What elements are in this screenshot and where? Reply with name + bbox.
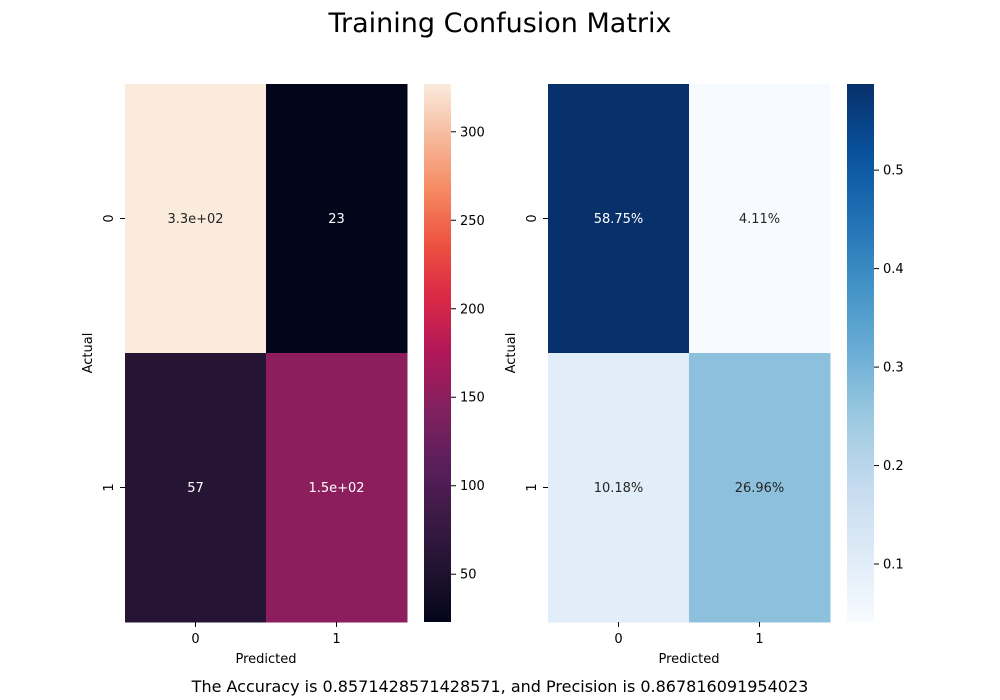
heatmap-cell [266,353,408,623]
colorbar-tick-label: 150 [460,391,485,406]
heatmap-cell [689,84,831,354]
x-axis-label: Predicted [658,652,719,667]
colorbar-tick-label: 100 [460,479,485,494]
heatmap-cell [125,84,267,354]
percent-heatmap-panel: 58.75% 4.11% 10.18% 26.96% 0 1 0 1 Predicted Actu… [504,84,904,667]
colorbar-tick-label: 200 [460,302,485,317]
x-tick-label: 1 [755,632,763,647]
cell-annotation: 23 [328,212,345,227]
colorbar-tick-label: 250 [460,214,485,229]
colorbar-tick-label: 300 [460,125,485,140]
x-tick-label: 1 [332,632,340,647]
x-axis-label: Predicted [235,652,296,667]
y-axis-label: Actual [504,333,519,374]
cell-annotation: 10.18% [594,481,644,496]
heatmap-cell [548,353,690,623]
x-tick-label: 0 [614,632,622,647]
cell-annotation: 58.75% [594,212,644,227]
colorbar-tick-label: 0.5 [883,164,904,179]
cell-annotation: 26.96% [735,481,785,496]
y-tick-label: 0 [102,214,117,222]
cell-annotation: 1.5e+02 [308,481,364,496]
metrics-caption: The Accuracy is 0.8571428571428571, and … [191,677,809,696]
colorbar-tick-label: 0.4 [883,262,904,277]
y-tick-label: 1 [525,483,540,491]
y-tick-label: 0 [525,214,540,222]
colorbar [847,84,874,622]
colorbar-tick-label: 50 [460,568,477,583]
cell-annotation: 4.11% [739,212,780,227]
colorbar [424,84,451,622]
counts-heatmap-panel: 3.3e+02 23 57 1.5e+02 0 1 0 1 Predicted Actual 50 1… [81,84,485,667]
colorbar-tick-label: 0.2 [883,459,904,474]
x-tick-label: 0 [191,632,199,647]
heatmap-cell [548,84,690,354]
colorbar-tick-label: 0.3 [883,361,904,376]
figure-title: Training Confusion Matrix [328,8,672,39]
heatmap-cell [266,84,408,354]
cell-annotation: 57 [187,481,204,496]
heatmap-cell [689,353,831,623]
heatmap-cell [125,353,267,623]
y-axis-label: Actual [81,333,96,374]
colorbar-tick-label: 0.1 [883,558,904,573]
y-tick-label: 1 [102,483,117,491]
cell-annotation: 3.3e+02 [167,212,223,227]
